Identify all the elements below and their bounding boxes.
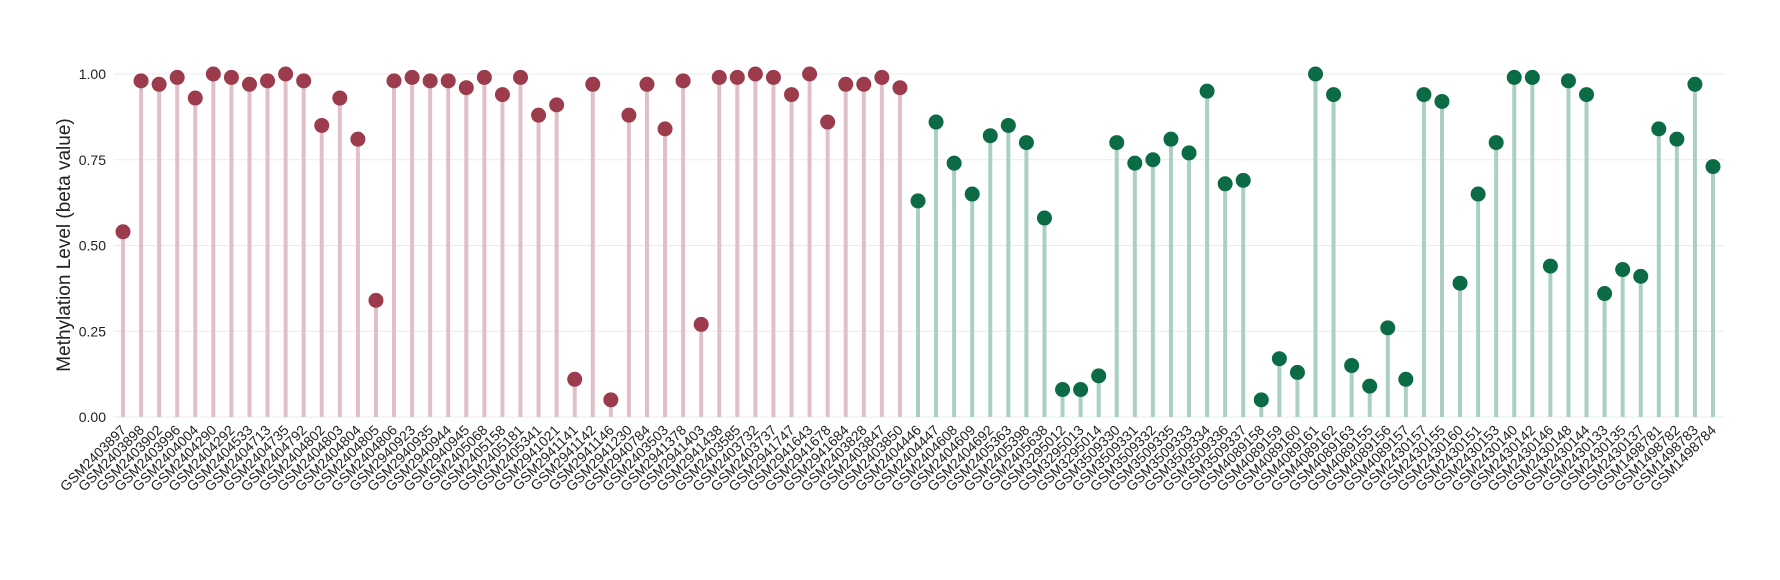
dot — [621, 107, 637, 123]
dot — [458, 80, 474, 96]
y-tick-label: 1.00 — [79, 66, 106, 82]
dot — [856, 76, 872, 92]
dot — [874, 69, 890, 85]
dot — [639, 76, 655, 92]
dot — [765, 69, 781, 85]
dot — [133, 73, 149, 89]
dot — [386, 73, 402, 89]
dot — [422, 73, 438, 89]
dot — [1091, 368, 1107, 384]
dot — [1000, 117, 1016, 133]
dot — [1055, 382, 1071, 398]
dot — [205, 66, 221, 82]
dot — [494, 87, 510, 103]
dot — [657, 121, 673, 137]
dot — [1506, 69, 1522, 85]
dot — [1253, 392, 1269, 408]
dot — [820, 114, 836, 130]
dot — [1452, 275, 1468, 291]
dot — [1470, 186, 1486, 202]
dot — [1705, 159, 1721, 175]
dot — [802, 66, 818, 82]
dot — [964, 186, 980, 202]
dot — [1018, 135, 1034, 151]
dot — [1036, 210, 1052, 226]
dot — [1344, 358, 1360, 374]
dot — [223, 69, 239, 85]
dot — [1398, 371, 1414, 387]
dot — [1109, 135, 1125, 151]
dot — [1326, 87, 1342, 103]
dot — [1289, 364, 1305, 380]
dot — [404, 69, 420, 85]
dot — [1615, 262, 1631, 278]
dot — [910, 193, 926, 209]
dot — [585, 76, 601, 92]
dot — [1524, 69, 1540, 85]
dot — [1163, 131, 1179, 147]
dot — [729, 69, 745, 85]
dot — [1235, 172, 1251, 188]
y-axis-label: Methylation Level (beta value) — [54, 118, 75, 371]
dot — [892, 80, 908, 96]
dot — [440, 73, 456, 89]
dot — [531, 107, 547, 123]
dot — [476, 69, 492, 85]
dot — [675, 73, 691, 89]
dot — [1560, 73, 1576, 89]
dot — [1669, 131, 1685, 147]
dot — [1308, 66, 1323, 82]
y-tick-label: 0.75 — [79, 152, 106, 168]
dot — [1434, 93, 1450, 109]
dot — [1145, 152, 1161, 168]
dot — [1488, 135, 1504, 151]
y-tick-label: 0.25 — [79, 323, 106, 339]
dot — [603, 392, 619, 408]
dot — [1380, 320, 1396, 336]
dot — [332, 90, 348, 106]
dot — [1181, 145, 1197, 161]
dot — [296, 73, 312, 89]
dot — [278, 66, 294, 82]
dot — [1542, 258, 1558, 274]
dot — [747, 66, 763, 82]
dot — [1271, 351, 1287, 367]
dot — [1127, 155, 1143, 171]
dot — [169, 69, 185, 85]
dot — [1597, 286, 1613, 302]
dot — [784, 87, 800, 103]
dot — [350, 131, 366, 147]
dot — [1362, 378, 1378, 394]
dot — [1416, 87, 1432, 103]
dot — [838, 76, 854, 92]
dot — [549, 97, 565, 113]
dot — [693, 316, 709, 332]
dot — [928, 114, 944, 130]
y-tick-label: 0.50 — [79, 238, 106, 254]
dot — [513, 69, 528, 85]
dot — [1199, 83, 1215, 99]
dot — [711, 69, 727, 85]
dot — [1217, 176, 1233, 192]
dot — [982, 128, 998, 144]
dot — [368, 292, 384, 308]
dot — [115, 224, 131, 240]
dot — [151, 76, 167, 92]
dot — [241, 76, 257, 92]
y-tick-label: 0.00 — [79, 409, 106, 425]
dot — [946, 155, 962, 171]
dot — [314, 117, 330, 133]
dot — [1633, 268, 1649, 284]
dot — [187, 90, 203, 106]
dot — [1687, 76, 1703, 92]
dot — [1073, 382, 1089, 398]
dot — [1651, 121, 1667, 137]
dot — [260, 73, 276, 89]
dot — [1579, 87, 1595, 103]
dot — [567, 371, 583, 387]
